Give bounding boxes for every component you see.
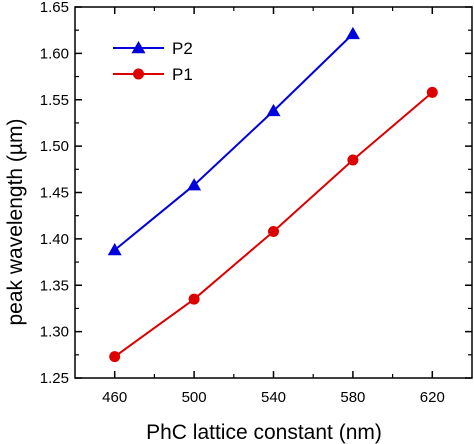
y-axis-title: peak wavelength (µm): [4, 118, 27, 325]
series-p2: [107, 26, 360, 256]
x-tick-label: 460: [102, 389, 127, 406]
data-point-p1: [426, 86, 438, 98]
data-point-p1: [268, 225, 279, 237]
legend-item-p2: P2: [113, 39, 193, 58]
legend-label: P1: [172, 65, 193, 84]
data-point-p1: [188, 293, 200, 305]
y-tick-label: 1.35: [40, 277, 69, 294]
x-tick-label: 540: [261, 389, 286, 406]
y-tick-label: 1.50: [40, 138, 69, 155]
plot-frame: [74, 6, 473, 379]
y-tick-label: 1.40: [40, 231, 69, 248]
x-axis-title: PhC lattice constant (nm): [146, 421, 382, 444]
y-tick-label: 1.65: [40, 0, 69, 16]
series-line-p1: [114, 91, 433, 358]
data-point-p2: [345, 26, 360, 40]
legend-marker: [133, 68, 144, 80]
data-point-p2: [187, 178, 202, 191]
y-tick-label: 1.55: [40, 92, 69, 109]
data-point-p1: [109, 351, 121, 363]
series-line-p2: [114, 33, 354, 251]
y-tick-label: 1.30: [40, 324, 69, 341]
series-p1: [109, 86, 438, 363]
y-tick-label: 1.60: [40, 45, 69, 62]
x-tick-label: 500: [182, 389, 207, 406]
legend-marker: [131, 41, 146, 54]
legend-item-p1: P1: [113, 65, 193, 84]
x-tick-label: 620: [420, 389, 445, 406]
data-point-p1: [347, 154, 359, 166]
data-point-p2: [107, 243, 122, 256]
data-point-p2: [266, 103, 281, 117]
y-tick-label: 1.45: [40, 185, 69, 202]
y-tick-label: 1.25: [40, 370, 69, 387]
x-tick-label: 580: [340, 389, 365, 406]
legend-label: P2: [172, 39, 193, 58]
